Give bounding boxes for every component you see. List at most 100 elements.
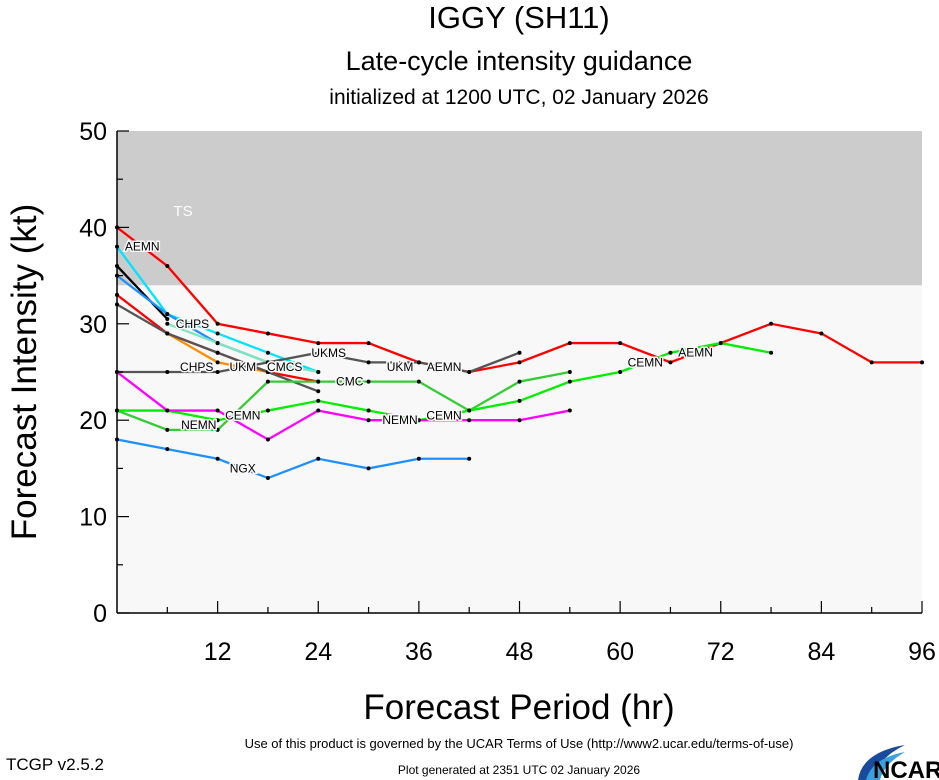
data-point xyxy=(316,389,321,394)
series-line xyxy=(116,438,470,480)
series-label: UKM xyxy=(387,360,414,374)
x-tick-label: 36 xyxy=(405,638,433,666)
data-point xyxy=(215,418,220,423)
data-point xyxy=(165,321,170,326)
y-tick-label: 20 xyxy=(79,407,107,435)
data-point xyxy=(215,360,220,365)
data-point xyxy=(265,350,270,355)
data-point xyxy=(467,408,472,413)
data-point xyxy=(165,316,170,321)
data-point xyxy=(769,350,774,355)
data-point xyxy=(215,408,220,413)
data-point xyxy=(517,360,522,365)
y-axis-label: Forecast Intensity (kt) xyxy=(5,204,44,540)
series-line xyxy=(166,322,319,374)
data-point xyxy=(265,437,270,442)
data-point xyxy=(769,321,774,326)
data-point xyxy=(316,370,321,374)
data-point xyxy=(567,341,572,346)
chart-title: IGGY (SH11) xyxy=(428,0,609,35)
terms-of-use: Use of this product is governed by the U… xyxy=(245,736,794,751)
x-axis-label: Forecast Period (hr) xyxy=(363,688,674,727)
series-line xyxy=(116,370,571,431)
data-point xyxy=(265,408,270,413)
data-point xyxy=(517,379,522,384)
data-point xyxy=(920,360,924,365)
x-tick-label: 84 xyxy=(807,638,835,666)
data-point xyxy=(718,341,723,346)
series-line xyxy=(117,341,772,422)
series-label: NEMN xyxy=(181,418,216,432)
version-label: TCGP v2.5.2 xyxy=(6,755,104,774)
x-tick-label: 12 xyxy=(204,638,232,666)
data-point xyxy=(869,360,874,365)
data-point xyxy=(215,350,220,355)
ts-band xyxy=(117,131,922,286)
series-lines xyxy=(115,225,924,481)
series-label: CEMN xyxy=(426,408,461,422)
y-tick-label: 40 xyxy=(79,214,107,242)
data-point xyxy=(467,456,472,461)
data-point xyxy=(416,379,421,384)
data-point xyxy=(316,398,321,403)
data-point xyxy=(366,341,371,346)
data-point xyxy=(316,350,321,355)
x-tick-label: 48 xyxy=(506,638,534,666)
x-tick-label: 72 xyxy=(707,638,735,666)
data-point xyxy=(416,418,421,423)
series-unnamed-7 xyxy=(115,302,321,394)
x-tick-label: 60 xyxy=(606,638,634,666)
data-point xyxy=(517,418,522,423)
y-tick-label: 10 xyxy=(79,504,107,532)
series-line xyxy=(116,265,169,320)
data-point xyxy=(819,331,824,336)
generated-time: Plot generated at 2351 UTC 02 January 20… xyxy=(398,763,640,777)
cluster-label: UKMS xyxy=(311,346,346,360)
series-label: AEMN xyxy=(125,240,160,254)
data-point xyxy=(215,456,220,461)
series-label: CEMN xyxy=(225,408,260,422)
data-point xyxy=(165,427,170,432)
data-point xyxy=(366,360,371,365)
x-tick-label: 96 xyxy=(908,638,936,666)
series-label: NGX xyxy=(230,461,256,475)
data-point xyxy=(567,370,572,374)
series-label: CHPS xyxy=(176,317,209,331)
data-point xyxy=(265,360,270,365)
data-point xyxy=(618,370,623,374)
series-label: CMC xyxy=(336,375,364,389)
cluster-label: CHPS xyxy=(180,360,213,374)
series-ngx xyxy=(115,437,472,481)
data-point xyxy=(467,418,472,423)
data-point xyxy=(366,408,371,413)
chart-init-time: initialized at 1200 UTC, 02 January 2026 xyxy=(329,86,708,109)
data-point xyxy=(316,341,321,346)
series-label: AEMN xyxy=(427,360,462,374)
data-point xyxy=(265,370,270,374)
data-point xyxy=(366,418,371,423)
data-point xyxy=(567,408,572,413)
series-labels: AEMN AEMN AEMN CHPS UKM UKM CMC CEMN CEMN CEMN NEM… xyxy=(123,238,714,477)
data-point xyxy=(215,370,220,374)
data-point xyxy=(265,331,270,336)
series-nemn xyxy=(115,370,572,442)
data-point xyxy=(517,398,522,403)
data-point xyxy=(668,350,673,355)
y-tick-label: 50 xyxy=(79,118,107,146)
data-point xyxy=(416,456,421,461)
data-point xyxy=(215,427,220,432)
y-tick-label: 30 xyxy=(79,311,107,339)
data-point xyxy=(316,408,321,413)
data-point xyxy=(215,331,220,336)
data-point xyxy=(165,331,170,336)
data-point xyxy=(467,370,472,374)
data-point xyxy=(416,360,421,365)
data-point xyxy=(165,312,170,317)
series-line xyxy=(116,371,571,441)
data-point xyxy=(567,379,572,384)
y-tick-label: 0 xyxy=(93,600,107,628)
series-label: CEMN xyxy=(628,355,663,369)
data-point xyxy=(366,379,371,384)
data-point xyxy=(316,456,321,461)
